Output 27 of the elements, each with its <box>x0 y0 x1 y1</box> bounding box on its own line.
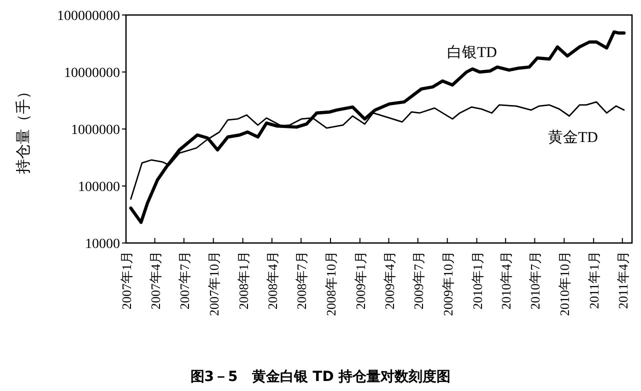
x-tick-label: 2009年1月 <box>352 251 368 310</box>
y-tick-label: 10000 <box>85 237 120 252</box>
y-tick-label: 10000000 <box>64 66 120 81</box>
series-label: 白银TD <box>447 44 498 61</box>
x-tick-label: 2010年1月 <box>470 251 485 310</box>
x-tick-label: 2011年1月 <box>586 251 602 310</box>
x-tick-label: 2007年10月 <box>206 251 222 316</box>
series-label: 黄金TD <box>548 129 598 146</box>
y-tick-label: 100000000 <box>57 9 120 24</box>
x-tick-label: 2009年4月 <box>382 251 397 310</box>
y-axis-title: 持仓量（手） <box>14 84 32 174</box>
x-tick-label: 2009年10月 <box>440 251 456 316</box>
x-tick-label: 2008年4月 <box>264 251 280 310</box>
text: 图3－5 黄金白银 TD 持仓量对数刻度图 <box>190 368 451 385</box>
x-tick-label: 2010年7月 <box>528 251 543 310</box>
x-tick-label: 2008年7月 <box>294 251 310 310</box>
x-tick-label: 2010年10月 <box>557 251 572 316</box>
x-tick-label: 2010年4月 <box>498 251 514 310</box>
x-tick-label: 2008年1月 <box>236 251 251 310</box>
x-tick-label: 2007年7月 <box>176 251 192 310</box>
x-tick-label: 2011年4月 <box>615 251 630 310</box>
x-tick-label: 2008年10月 <box>324 251 339 316</box>
x-tick-label: 2009年7月 <box>410 251 426 310</box>
y-tick-label: 1000000 <box>71 123 120 138</box>
y-tick-label: 100000 <box>78 180 120 195</box>
x-tick-label: 2007年1月 <box>119 251 134 310</box>
x-tick-label: 2007年4月 <box>148 251 163 310</box>
